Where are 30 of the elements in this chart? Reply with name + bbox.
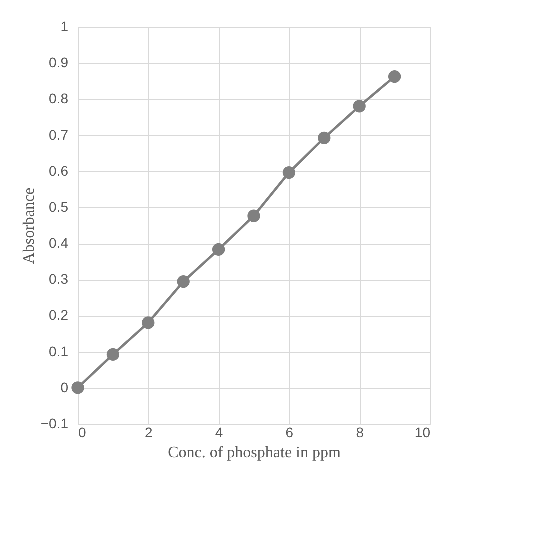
point bbox=[353, 100, 366, 113]
x-tick-label: 10 bbox=[414, 424, 431, 440]
y-tick-label: 0.4 bbox=[49, 235, 69, 252]
x-tick-label: 0 bbox=[78, 424, 86, 440]
y-tick-label: 0 bbox=[60, 379, 69, 396]
point bbox=[248, 210, 260, 222]
point bbox=[388, 70, 402, 84]
y-tick-label: 0.8 bbox=[49, 90, 69, 107]
x-tick-label: 8 bbox=[356, 424, 364, 440]
x-tick-label: 2 bbox=[145, 424, 153, 440]
point bbox=[177, 275, 190, 288]
y-tick-label: 0.3 bbox=[49, 271, 69, 288]
point bbox=[106, 348, 120, 362]
y-tick-label: 0.2 bbox=[49, 307, 69, 324]
point bbox=[72, 382, 84, 394]
y-tick-label: 1 bbox=[60, 18, 69, 34]
x-tick-label: 4 bbox=[215, 424, 224, 440]
y-tick-label: 0.5 bbox=[49, 198, 69, 215]
point bbox=[212, 243, 226, 256]
x-axis-title: Conc. of phosphate in ppm bbox=[168, 444, 342, 462]
y-tick-label: 0.6 bbox=[49, 162, 69, 179]
y-tick-label: 0.9 bbox=[49, 54, 69, 71]
point bbox=[318, 132, 331, 144]
y-tick-label: −0.1 bbox=[40, 416, 69, 432]
point bbox=[282, 166, 296, 180]
y-tick-label: 0.1 bbox=[49, 343, 69, 360]
y-axis-title: Absorbance bbox=[20, 188, 38, 264]
y-tick-label: 0.7 bbox=[49, 126, 69, 143]
x-tick-label: 6 bbox=[286, 424, 294, 440]
point bbox=[142, 316, 155, 330]
